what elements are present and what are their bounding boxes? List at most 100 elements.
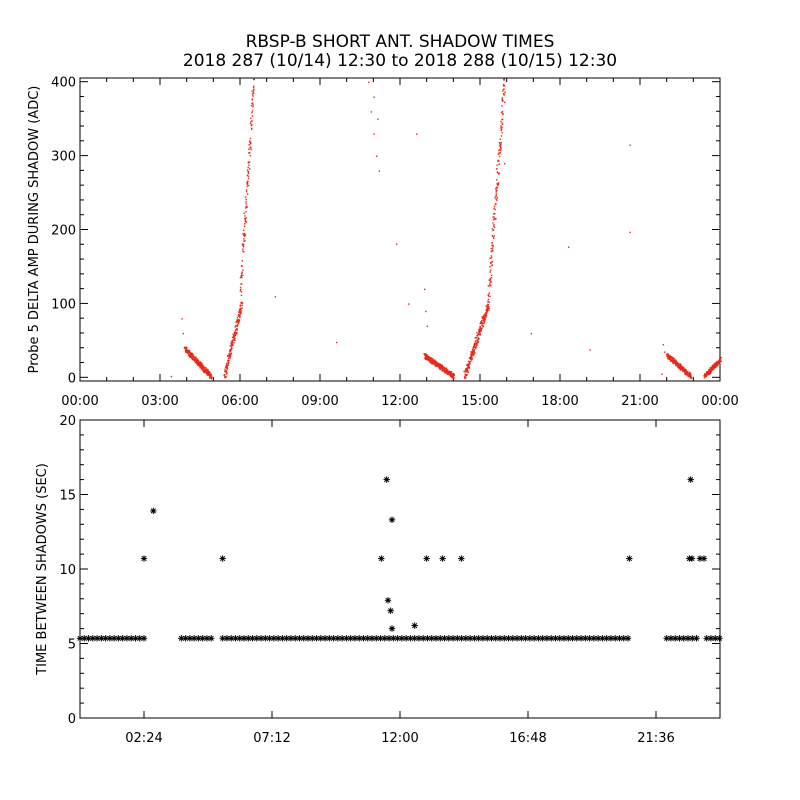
data-point: [447, 370, 449, 373]
data-point: [482, 316, 484, 319]
asterisk-marker: [274, 635, 282, 642]
asterisk-marker: [388, 625, 396, 632]
data-point: [667, 355, 670, 358]
data-point: [493, 217, 496, 220]
data-point: [672, 362, 674, 365]
data-point: [490, 274, 493, 277]
data-point: [491, 242, 493, 244]
data-point: [229, 354, 232, 356]
data-point: [230, 352, 233, 355]
data-point: [493, 216, 495, 218]
data-point: [470, 354, 472, 356]
data-point: [252, 92, 255, 95]
data-point: [487, 301, 489, 303]
data-point: [684, 373, 686, 375]
asterisk-marker: [688, 555, 696, 562]
data-point: [500, 127, 502, 129]
data-point: [486, 303, 489, 306]
data-point: [467, 363, 469, 365]
data-point: [251, 99, 253, 101]
data-point: [249, 137, 252, 140]
data-point: [194, 356, 196, 359]
data-point: [227, 364, 230, 366]
data-point: [720, 357, 722, 359]
data-point: [209, 372, 211, 374]
data-point: [568, 246, 570, 248]
data-point: [502, 100, 504, 102]
data-point: [708, 368, 710, 371]
data-point: [438, 364, 440, 366]
data-point: [396, 243, 398, 245]
data-point: [487, 303, 490, 306]
data-point: [682, 367, 684, 370]
data-point: [191, 352, 194, 355]
data-point: [250, 104, 253, 107]
asterisk-marker: [385, 635, 393, 642]
data-point: [481, 322, 484, 325]
data-point: [208, 371, 210, 373]
data-point: [492, 247, 494, 249]
data-point: [200, 362, 203, 364]
scatter-series: [170, 78, 723, 380]
data-point: [495, 188, 497, 190]
data-point: [190, 353, 192, 356]
y-tick-label: 400: [51, 76, 76, 91]
data-point: [719, 360, 721, 362]
data-point: [690, 377, 693, 379]
data-point: [242, 251, 245, 253]
data-point: [499, 148, 501, 151]
data-point: [489, 269, 492, 271]
data-point: [247, 177, 250, 180]
asterisk-marker: [240, 635, 248, 642]
data-point: [440, 364, 442, 366]
data-point: [185, 351, 187, 353]
data-point: [445, 367, 447, 369]
asterisk-marker: [582, 635, 589, 642]
data-point: [236, 316, 239, 319]
data-point: [249, 168, 251, 170]
data-point: [245, 217, 247, 219]
data-point: [490, 276, 493, 279]
data-point: [186, 351, 189, 354]
data-point: [238, 321, 240, 323]
asterisk-marker: [249, 635, 256, 642]
asterisk-marker: [626, 555, 633, 562]
data-point: [370, 111, 373, 113]
data-point: [246, 174, 249, 177]
asterisk-marker: [624, 635, 632, 642]
data-point: [435, 365, 437, 367]
data-point: [673, 358, 675, 360]
data-point: [473, 353, 475, 355]
data-point: [241, 304, 243, 307]
data-point: [225, 365, 227, 367]
data-point: [476, 339, 479, 342]
data-point: [226, 367, 229, 369]
data-point: [589, 349, 591, 351]
data-point: [492, 229, 495, 231]
data-point: [236, 332, 238, 334]
data-point: [235, 324, 237, 327]
data-point: [629, 144, 631, 146]
data-point: [248, 148, 250, 150]
data-point: [714, 366, 716, 368]
data-point: [436, 362, 438, 365]
data-point: [480, 329, 482, 331]
data-point: [466, 373, 468, 376]
data-point: [492, 245, 494, 247]
data-point: [501, 98, 503, 101]
data-point: [242, 233, 244, 235]
asterisk-marker: [296, 635, 303, 642]
data-point: [678, 365, 681, 367]
data-point: [464, 377, 466, 380]
data-point: [495, 191, 497, 193]
data-point: [499, 152, 501, 154]
data-point: [481, 324, 484, 327]
data-point: [248, 164, 250, 166]
data-point: [499, 138, 501, 140]
data-point: [490, 281, 492, 283]
x-tick-label: 09:00: [301, 394, 338, 409]
data-point: [493, 225, 495, 227]
data-point: [501, 122, 503, 124]
data-point: [238, 309, 241, 312]
